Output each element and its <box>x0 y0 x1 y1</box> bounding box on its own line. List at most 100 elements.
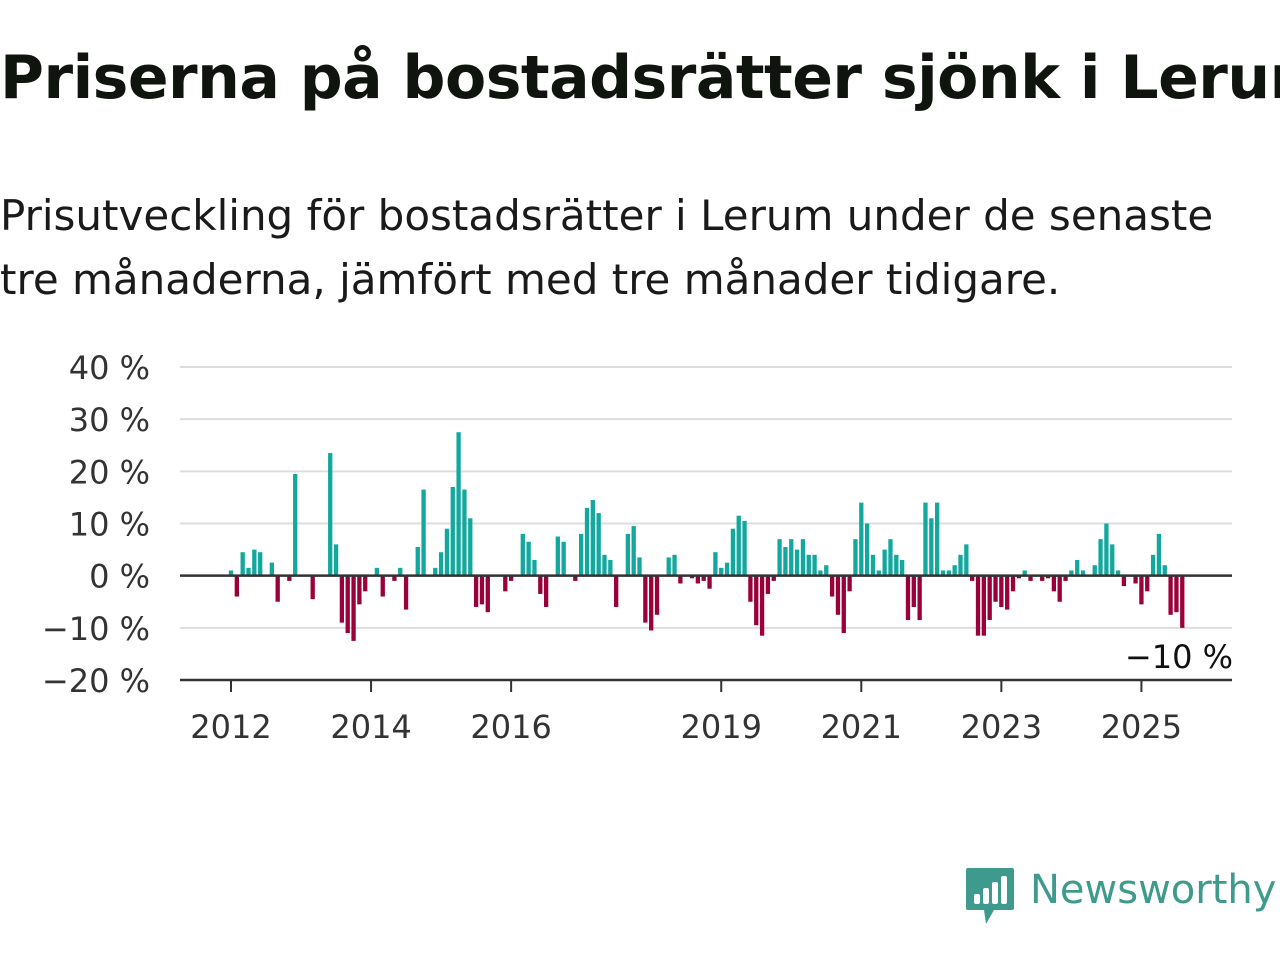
bar <box>917 575 922 621</box>
bar <box>433 567 438 576</box>
bar <box>485 575 490 613</box>
bar <box>450 486 455 576</box>
bar <box>777 539 782 576</box>
bar <box>672 554 677 576</box>
bar <box>293 473 298 576</box>
bar <box>789 539 794 576</box>
bar <box>835 575 841 615</box>
bar <box>1010 575 1016 592</box>
bar <box>234 575 239 597</box>
bar <box>1069 570 1074 576</box>
bar <box>398 567 403 576</box>
bar <box>1139 575 1144 605</box>
bar <box>981 575 986 636</box>
bar <box>899 560 905 576</box>
bar <box>713 552 718 576</box>
chart-title: Priserna på bostadsrätter sjönk i Lerum <box>0 43 1280 113</box>
x-tick-label: 2019 <box>681 708 762 746</box>
x-tick-label: 2016 <box>470 708 551 746</box>
bar <box>637 557 642 576</box>
bar <box>888 539 893 576</box>
bar <box>438 552 444 576</box>
bar <box>643 575 648 623</box>
bars <box>228 432 1185 641</box>
bar <box>859 502 864 576</box>
bar <box>456 432 461 576</box>
bar <box>800 539 806 576</box>
bar <box>363 575 368 592</box>
bar <box>573 575 578 581</box>
bar <box>666 557 671 576</box>
bar <box>258 552 263 576</box>
bar <box>287 575 292 581</box>
bar <box>1104 523 1109 576</box>
y-tick-label: 10 % <box>69 506 150 544</box>
bar <box>970 575 975 581</box>
bar <box>783 546 788 576</box>
bar <box>608 560 613 576</box>
axes <box>180 574 1232 692</box>
bar <box>1115 570 1121 576</box>
bar <box>1057 575 1062 602</box>
bar <box>882 549 887 576</box>
x-tick-label: 2025 <box>1101 708 1182 746</box>
bar <box>1145 575 1150 592</box>
bar <box>631 526 636 576</box>
bar <box>701 575 706 581</box>
bar <box>1005 575 1010 610</box>
x-tick-label: 2012 <box>190 708 271 746</box>
y-tick-label: 0 % <box>89 558 150 596</box>
bar <box>870 554 876 576</box>
bar <box>555 536 560 576</box>
bar <box>421 489 426 576</box>
bar <box>841 575 846 634</box>
y-tick-label: 20 % <box>69 453 150 491</box>
bar <box>1022 570 1027 576</box>
bar <box>1110 544 1115 576</box>
bar <box>864 523 870 576</box>
bar <box>228 570 234 576</box>
bar <box>911 575 916 607</box>
bar <box>345 575 350 634</box>
bar <box>614 575 619 607</box>
bar <box>905 575 911 621</box>
bar <box>503 575 508 592</box>
bar <box>602 554 607 576</box>
bar <box>532 560 537 576</box>
bar <box>543 575 549 607</box>
bar <box>380 575 385 597</box>
bar <box>923 502 928 576</box>
bar <box>444 528 450 576</box>
bar <box>339 575 345 623</box>
bar <box>462 489 467 576</box>
bar <box>1092 565 1097 576</box>
x-tick-label: 2014 <box>330 708 411 746</box>
bar <box>625 533 630 576</box>
bar <box>993 575 998 602</box>
bar <box>520 533 525 576</box>
bar <box>240 552 245 576</box>
bar <box>1156 533 1162 576</box>
bar <box>999 575 1004 607</box>
bar <box>695 575 701 584</box>
bar <box>975 575 981 636</box>
bar <box>964 544 969 576</box>
bar <box>1174 575 1179 613</box>
bar <box>1063 575 1068 581</box>
y-tick-label: 30 % <box>69 401 150 439</box>
bar <box>765 575 771 594</box>
bar <box>508 575 514 581</box>
bar <box>310 575 315 600</box>
bar <box>1150 554 1156 576</box>
bar <box>1028 575 1033 581</box>
bar <box>946 570 951 576</box>
x-tick-label: 2021 <box>821 708 902 746</box>
bar <box>328 453 333 576</box>
bar <box>707 575 712 589</box>
brand-name: Newsworthy <box>1030 867 1277 913</box>
bar <box>952 565 957 576</box>
bar <box>1051 575 1057 592</box>
bar <box>847 575 852 592</box>
bar <box>1168 575 1173 615</box>
bar <box>1133 575 1138 584</box>
